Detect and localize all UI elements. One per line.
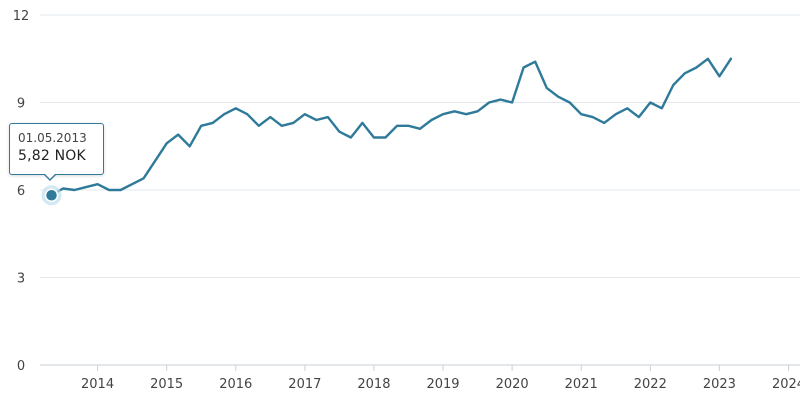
y-tick-label: 6 — [17, 184, 25, 199]
y-tick-label: 0 — [17, 359, 25, 374]
price-series-line — [50, 57, 733, 197]
x-tick-label: 2020 — [496, 377, 529, 392]
y-tick-label: 9 — [17, 97, 25, 112]
hover-point-marker[interactable] — [44, 188, 59, 202]
x-tick-label: 2015 — [150, 377, 183, 392]
x-tick-label: 2024 — [772, 377, 800, 392]
hover-tooltip: 01.05.2013 5,82 NOK — [9, 123, 104, 175]
y-tick-label: 12 — [13, 9, 30, 24]
x-tick-label: 2021 — [565, 377, 598, 392]
grid-lines — [40, 14, 800, 366]
x-tick-label: 2022 — [634, 377, 667, 392]
x-tick-label: 2014 — [81, 377, 114, 392]
x-tick-label: 2016 — [219, 377, 252, 392]
x-tick-label: 2017 — [288, 377, 321, 392]
x-tick-label: 2018 — [357, 377, 390, 392]
x-tick-label: 2023 — [703, 377, 736, 392]
tooltip-date: 01.05.2013 — [18, 131, 87, 145]
y-axis-tick-labels: 0 3 6 9 12 — [13, 9, 30, 374]
x-axis-tick-labels: 2014 2015 2016 2017 2018 2019 2020 2021 2022 2023… — [81, 365, 800, 392]
tooltip-value: 5,82 NOK — [18, 148, 86, 164]
y-tick-label: 3 — [17, 272, 25, 287]
tooltip-arrow-inner — [44, 173, 56, 179]
x-tick-label: 2019 — [426, 377, 459, 392]
